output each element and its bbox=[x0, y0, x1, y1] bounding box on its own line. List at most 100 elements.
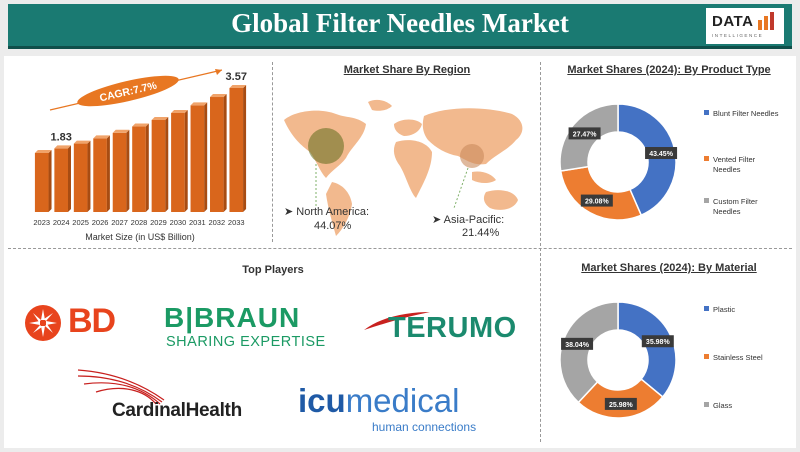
header-bar: Global Filter Needles Market bbox=[8, 4, 792, 49]
x-tick-label: 2024 bbox=[53, 218, 70, 227]
legend-swatch bbox=[704, 156, 709, 161]
ap-label-row: ➤ Asia-Pacific: bbox=[432, 213, 504, 226]
x-tick-label: 2028 bbox=[131, 218, 148, 227]
value-label-box bbox=[561, 337, 594, 350]
material-donut: 35.98% 25.98% 38.04% Plastic Stainless Steel… bbox=[559, 301, 763, 419]
bar-side bbox=[165, 116, 169, 212]
start-value-label: 1.83 bbox=[50, 131, 71, 143]
bar-side bbox=[204, 102, 208, 212]
australia-shape bbox=[483, 190, 518, 210]
value-label: 38.04% bbox=[565, 342, 590, 349]
bar bbox=[34, 152, 49, 212]
bar-top bbox=[34, 149, 52, 153]
donut-slice bbox=[559, 165, 643, 221]
logo-bars-icon bbox=[758, 12, 774, 30]
legend-label: Needles bbox=[713, 165, 741, 174]
x-tick-label: 2032 bbox=[208, 218, 225, 227]
bar-top bbox=[73, 140, 91, 144]
africa-shape bbox=[393, 140, 432, 198]
terumo-swoosh-icon bbox=[364, 312, 430, 330]
bar-top bbox=[229, 84, 247, 88]
bar-top bbox=[171, 110, 188, 113]
x-tick-label: 2027 bbox=[111, 218, 128, 227]
bar-side bbox=[126, 129, 130, 212]
bar-side bbox=[243, 84, 247, 212]
bar-side bbox=[67, 145, 71, 212]
legend-swatch bbox=[704, 354, 709, 359]
bars-group bbox=[34, 84, 247, 212]
bar-top bbox=[151, 116, 169, 120]
value-label-box bbox=[568, 127, 601, 140]
donut-slice bbox=[559, 301, 619, 404]
bar-top bbox=[93, 135, 110, 139]
material-title: Market Shares (2024): By Material bbox=[581, 262, 757, 274]
bar bbox=[190, 105, 205, 212]
value-label: 29.08% bbox=[585, 199, 610, 206]
legend-label: Glass bbox=[713, 401, 732, 410]
legend-label: Blunt Filter Needles bbox=[713, 109, 779, 118]
x-tick-labels: 2023 2024 2025 2026 2027 2028 2029 2030 2031 2032… bbox=[33, 218, 244, 227]
bar-side bbox=[223, 94, 227, 212]
value-label-box bbox=[641, 335, 674, 348]
icu-logo-text: icumedical bbox=[298, 382, 459, 420]
na-label: North America: bbox=[296, 206, 370, 218]
icu-tagline: human connections bbox=[372, 420, 477, 434]
page-title: Global Filter Needles Market bbox=[231, 8, 569, 38]
icu-label: icu bbox=[298, 382, 346, 419]
bar bbox=[93, 138, 107, 212]
bar bbox=[210, 97, 224, 212]
divider bbox=[272, 62, 273, 242]
greenland-shape bbox=[368, 99, 392, 111]
x-tick-label: 2026 bbox=[92, 218, 109, 227]
bar bbox=[171, 113, 185, 212]
bar-top bbox=[132, 123, 149, 127]
logo-subtext: INTELLIGENCE bbox=[712, 33, 764, 38]
end-value-label: 3.57 bbox=[226, 71, 247, 83]
bar bbox=[151, 119, 166, 212]
legend-swatch bbox=[704, 110, 709, 115]
legend-label: Stainless Steel bbox=[713, 353, 763, 362]
cardinal-logo-text: CardinalHealth bbox=[112, 400, 242, 421]
value-label: 35.98% bbox=[646, 339, 671, 346]
divider bbox=[540, 62, 541, 442]
value-label: 25.98% bbox=[609, 402, 634, 409]
x-tick-label: 2033 bbox=[228, 218, 245, 227]
legend-swatch bbox=[704, 402, 709, 407]
na-value: 44.07% bbox=[314, 220, 352, 232]
bar bbox=[54, 148, 68, 212]
x-tick-label: 2031 bbox=[189, 218, 206, 227]
braun-tagline: SHARING EXPERTISE bbox=[166, 334, 326, 350]
cardinal-swoosh-icon bbox=[77, 369, 165, 405]
product-type-title: Market Shares (2024): By Product Type bbox=[567, 64, 771, 76]
bar-side bbox=[48, 149, 52, 212]
value-label: 27.47% bbox=[573, 131, 598, 138]
bar bbox=[132, 126, 146, 212]
icu-medical-label: medical bbox=[345, 382, 460, 419]
legend-label: Custom Filter bbox=[713, 197, 758, 206]
legend-label: Needles bbox=[713, 207, 741, 216]
north-america-marker bbox=[308, 128, 344, 164]
value-label-box bbox=[645, 147, 678, 160]
x-tick-label: 2023 bbox=[33, 218, 50, 227]
na-label-row: ➤ North America: bbox=[284, 205, 369, 218]
value-label-box bbox=[580, 194, 613, 207]
bar-top bbox=[210, 94, 227, 98]
logo-text: DATA bbox=[712, 13, 754, 30]
bar-side bbox=[184, 110, 188, 212]
bar-top bbox=[112, 129, 130, 133]
south-america-shape bbox=[326, 182, 352, 236]
ap-leader-line bbox=[453, 167, 469, 209]
bar bbox=[229, 87, 244, 212]
chevron-right-icon: ➤ bbox=[432, 214, 444, 226]
product-type-donut: 43.45% 29.08% 27.47% Blunt Filter Needles Ve… bbox=[559, 103, 779, 221]
asia-shape bbox=[422, 108, 523, 165]
bar-side bbox=[145, 123, 149, 212]
divider bbox=[8, 248, 792, 249]
chevron-right-icon: ➤ bbox=[284, 206, 297, 218]
ap-value: 21.44% bbox=[462, 227, 500, 239]
x-tick-label: 2025 bbox=[72, 218, 89, 227]
arrow-head-icon bbox=[215, 69, 222, 75]
bar bbox=[112, 132, 127, 212]
ap-label: Asia-Pacific: bbox=[443, 214, 505, 226]
